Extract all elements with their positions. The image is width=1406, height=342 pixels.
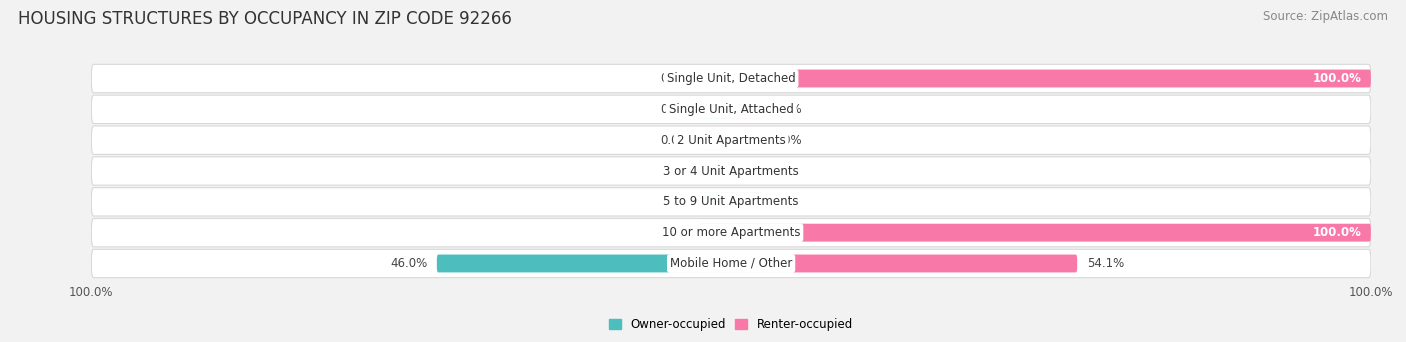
Text: 46.0%: 46.0% xyxy=(389,257,427,270)
FancyBboxPatch shape xyxy=(731,193,763,211)
Text: 2 Unit Apartments: 2 Unit Apartments xyxy=(676,134,786,147)
FancyBboxPatch shape xyxy=(91,126,1371,154)
Text: 3 or 4 Unit Apartments: 3 or 4 Unit Apartments xyxy=(664,165,799,177)
FancyBboxPatch shape xyxy=(91,64,1371,93)
FancyBboxPatch shape xyxy=(91,249,1371,278)
FancyBboxPatch shape xyxy=(731,101,763,118)
Text: Single Unit, Detached: Single Unit, Detached xyxy=(666,72,796,85)
Text: 0.0%: 0.0% xyxy=(773,103,803,116)
FancyBboxPatch shape xyxy=(731,162,763,180)
FancyBboxPatch shape xyxy=(699,101,731,118)
Text: 10 or more Apartments: 10 or more Apartments xyxy=(662,226,800,239)
FancyBboxPatch shape xyxy=(699,69,731,88)
Text: 100.0%: 100.0% xyxy=(1312,226,1361,239)
Text: 54.1%: 54.1% xyxy=(1087,257,1123,270)
FancyBboxPatch shape xyxy=(91,95,1371,123)
FancyBboxPatch shape xyxy=(91,157,1371,185)
FancyBboxPatch shape xyxy=(731,254,1077,273)
FancyBboxPatch shape xyxy=(91,219,1371,247)
Text: 0.0%: 0.0% xyxy=(773,134,803,147)
FancyBboxPatch shape xyxy=(731,224,1371,241)
FancyBboxPatch shape xyxy=(731,69,1371,88)
FancyBboxPatch shape xyxy=(91,188,1371,216)
Text: Mobile Home / Other: Mobile Home / Other xyxy=(669,257,793,270)
Text: 0.0%: 0.0% xyxy=(659,226,689,239)
FancyBboxPatch shape xyxy=(699,131,731,149)
Text: 0.0%: 0.0% xyxy=(659,165,689,177)
Text: 0.0%: 0.0% xyxy=(773,165,803,177)
Text: 100.0%: 100.0% xyxy=(1312,72,1361,85)
Text: 0.0%: 0.0% xyxy=(659,134,689,147)
Text: 0.0%: 0.0% xyxy=(659,72,689,85)
FancyBboxPatch shape xyxy=(699,224,731,241)
FancyBboxPatch shape xyxy=(731,131,763,149)
Text: 0.0%: 0.0% xyxy=(659,195,689,208)
Text: 0.0%: 0.0% xyxy=(659,103,689,116)
Text: Single Unit, Attached: Single Unit, Attached xyxy=(669,103,793,116)
Text: 5 to 9 Unit Apartments: 5 to 9 Unit Apartments xyxy=(664,195,799,208)
Text: HOUSING STRUCTURES BY OCCUPANCY IN ZIP CODE 92266: HOUSING STRUCTURES BY OCCUPANCY IN ZIP C… xyxy=(18,10,512,28)
Text: 0.0%: 0.0% xyxy=(773,195,803,208)
Text: Source: ZipAtlas.com: Source: ZipAtlas.com xyxy=(1263,10,1388,23)
FancyBboxPatch shape xyxy=(699,193,731,211)
FancyBboxPatch shape xyxy=(437,254,731,273)
FancyBboxPatch shape xyxy=(699,162,731,180)
Legend: Owner-occupied, Renter-occupied: Owner-occupied, Renter-occupied xyxy=(605,313,858,336)
